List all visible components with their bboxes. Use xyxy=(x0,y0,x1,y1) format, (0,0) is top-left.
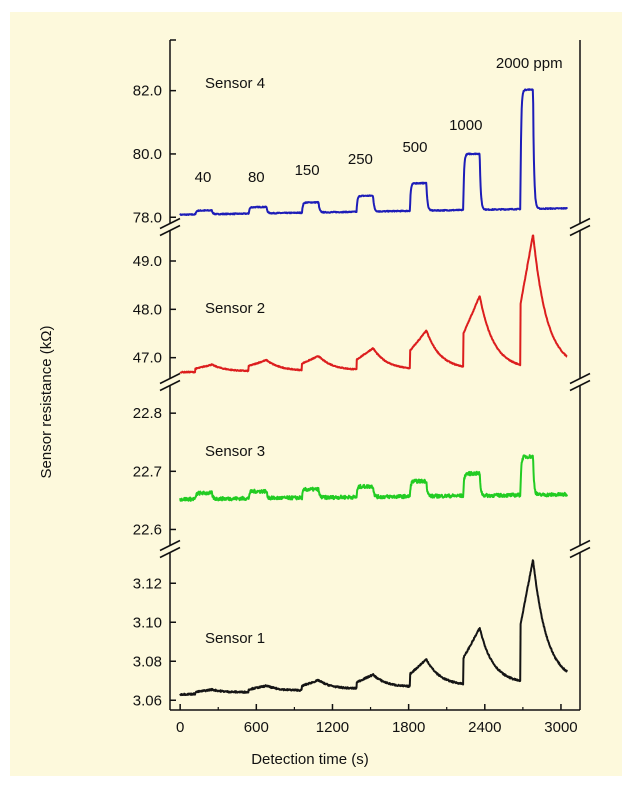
axis-break-mark xyxy=(569,224,591,237)
axis-break-mark xyxy=(159,372,181,385)
axes-layer: 78.0 80.0 82.0 47.0 48.0 49.0 22.6 22.7 22.8 3.06… xyxy=(133,39,591,736)
x-tick-label: 1200 xyxy=(316,719,349,736)
sensor-3-y-tick-label: 22.7 xyxy=(133,463,162,480)
sensor-4-y-tick-label: 78.0 xyxy=(133,209,162,226)
sensor-4-label: Sensor 4 xyxy=(205,75,265,92)
axis-break-mark xyxy=(569,546,591,559)
x-axis-title: Detection time (s) xyxy=(251,751,369,768)
concentration-label: 250 xyxy=(348,151,373,168)
sensor-1-y-tick-label: 3.10 xyxy=(133,614,162,631)
x-tick-label: 3000 xyxy=(544,719,577,736)
sensor-3-label: Sensor 3 xyxy=(205,443,265,460)
sensor-3-y-tick-label: 22.8 xyxy=(133,405,162,422)
sensor-3-y-tick-label: 22.6 xyxy=(133,521,162,538)
axis-break-mark xyxy=(569,379,591,392)
concentration-label: 2000 ppm xyxy=(496,55,563,72)
x-tick-label: 2400 xyxy=(468,719,501,736)
sensor-1-y-tick-label: 3.06 xyxy=(133,692,162,709)
sensor-3-trace xyxy=(179,454,569,502)
sensor-1-y-tick-label: 3.08 xyxy=(133,653,162,670)
y-axis-title: Sensor resistance (kΩ) xyxy=(38,326,55,479)
labels-layer: Sensor 4 Sensor 2 Sensor 3 Sensor 1 40 80 150 2… xyxy=(195,55,563,647)
sensor-2-trace xyxy=(179,234,568,374)
x-tick-label: 0 xyxy=(176,719,184,736)
sensor-4-y-tick-label: 80.0 xyxy=(133,146,162,163)
x-tick-label: 1800 xyxy=(392,719,425,736)
sensor-2-label: Sensor 2 xyxy=(205,300,265,317)
axis-break-mark xyxy=(159,546,181,559)
axis-break-mark xyxy=(569,539,591,552)
sensor-2-y-tick-label: 47.0 xyxy=(133,350,162,367)
axis-break-mark xyxy=(569,372,591,385)
concentration-label: 1000 xyxy=(449,117,482,134)
sensor-4-y-tick-label: 82.0 xyxy=(133,83,162,100)
traces-layer xyxy=(179,88,569,697)
axis-break-mark xyxy=(159,379,181,392)
sensor-2-y-tick-label: 49.0 xyxy=(133,253,162,270)
sensor-1-y-tick-label: 3.12 xyxy=(133,575,162,592)
figure-background: 78.0 80.0 82.0 47.0 48.0 49.0 22.6 22.7 22.8 3.06… xyxy=(10,12,622,776)
axis-break-mark xyxy=(159,217,181,230)
sensor-4-trace xyxy=(179,88,568,216)
sensor-resistance-chart: 78.0 80.0 82.0 47.0 48.0 49.0 22.6 22.7 22.8 3.06… xyxy=(38,39,591,768)
axis-break-mark xyxy=(159,224,181,237)
concentration-label: 500 xyxy=(402,139,427,156)
concentration-label: 80 xyxy=(248,169,265,186)
sensor-1-label: Sensor 1 xyxy=(205,630,265,647)
x-tick-label: 600 xyxy=(244,719,269,736)
concentration-label: 40 xyxy=(195,169,212,186)
axis-break-mark xyxy=(159,539,181,552)
sensor-2-y-tick-label: 48.0 xyxy=(133,301,162,318)
sensor-1-trace xyxy=(179,559,568,697)
concentration-label: 150 xyxy=(295,162,320,179)
axis-break-mark xyxy=(569,217,591,230)
